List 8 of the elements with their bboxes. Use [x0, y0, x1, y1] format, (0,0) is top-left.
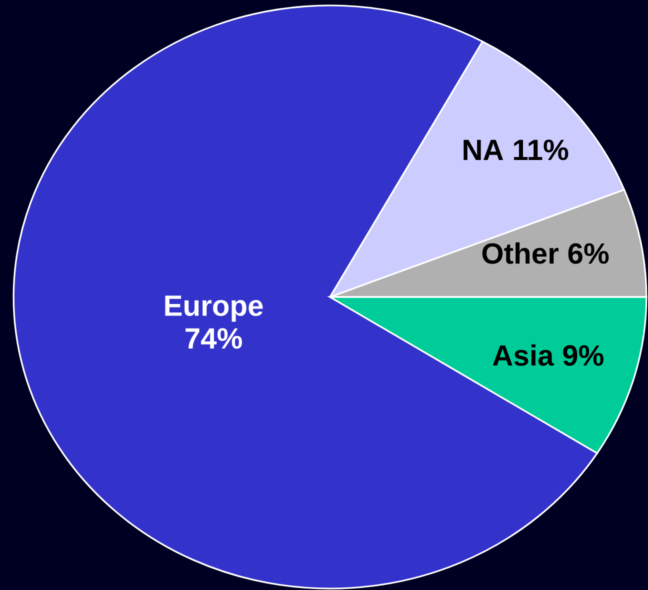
data-label: 11%: [514, 140, 568, 160]
slice-label: Asia: [492, 344, 554, 366]
slice-label: Europe: [165, 296, 263, 322]
slice-label: NA: [464, 140, 504, 160]
data-label: 74%: [186, 328, 242, 349]
data-label: 6%: [568, 243, 609, 264]
data-label: 9%: [563, 345, 604, 366]
slice-label: Other: [482, 242, 559, 264]
